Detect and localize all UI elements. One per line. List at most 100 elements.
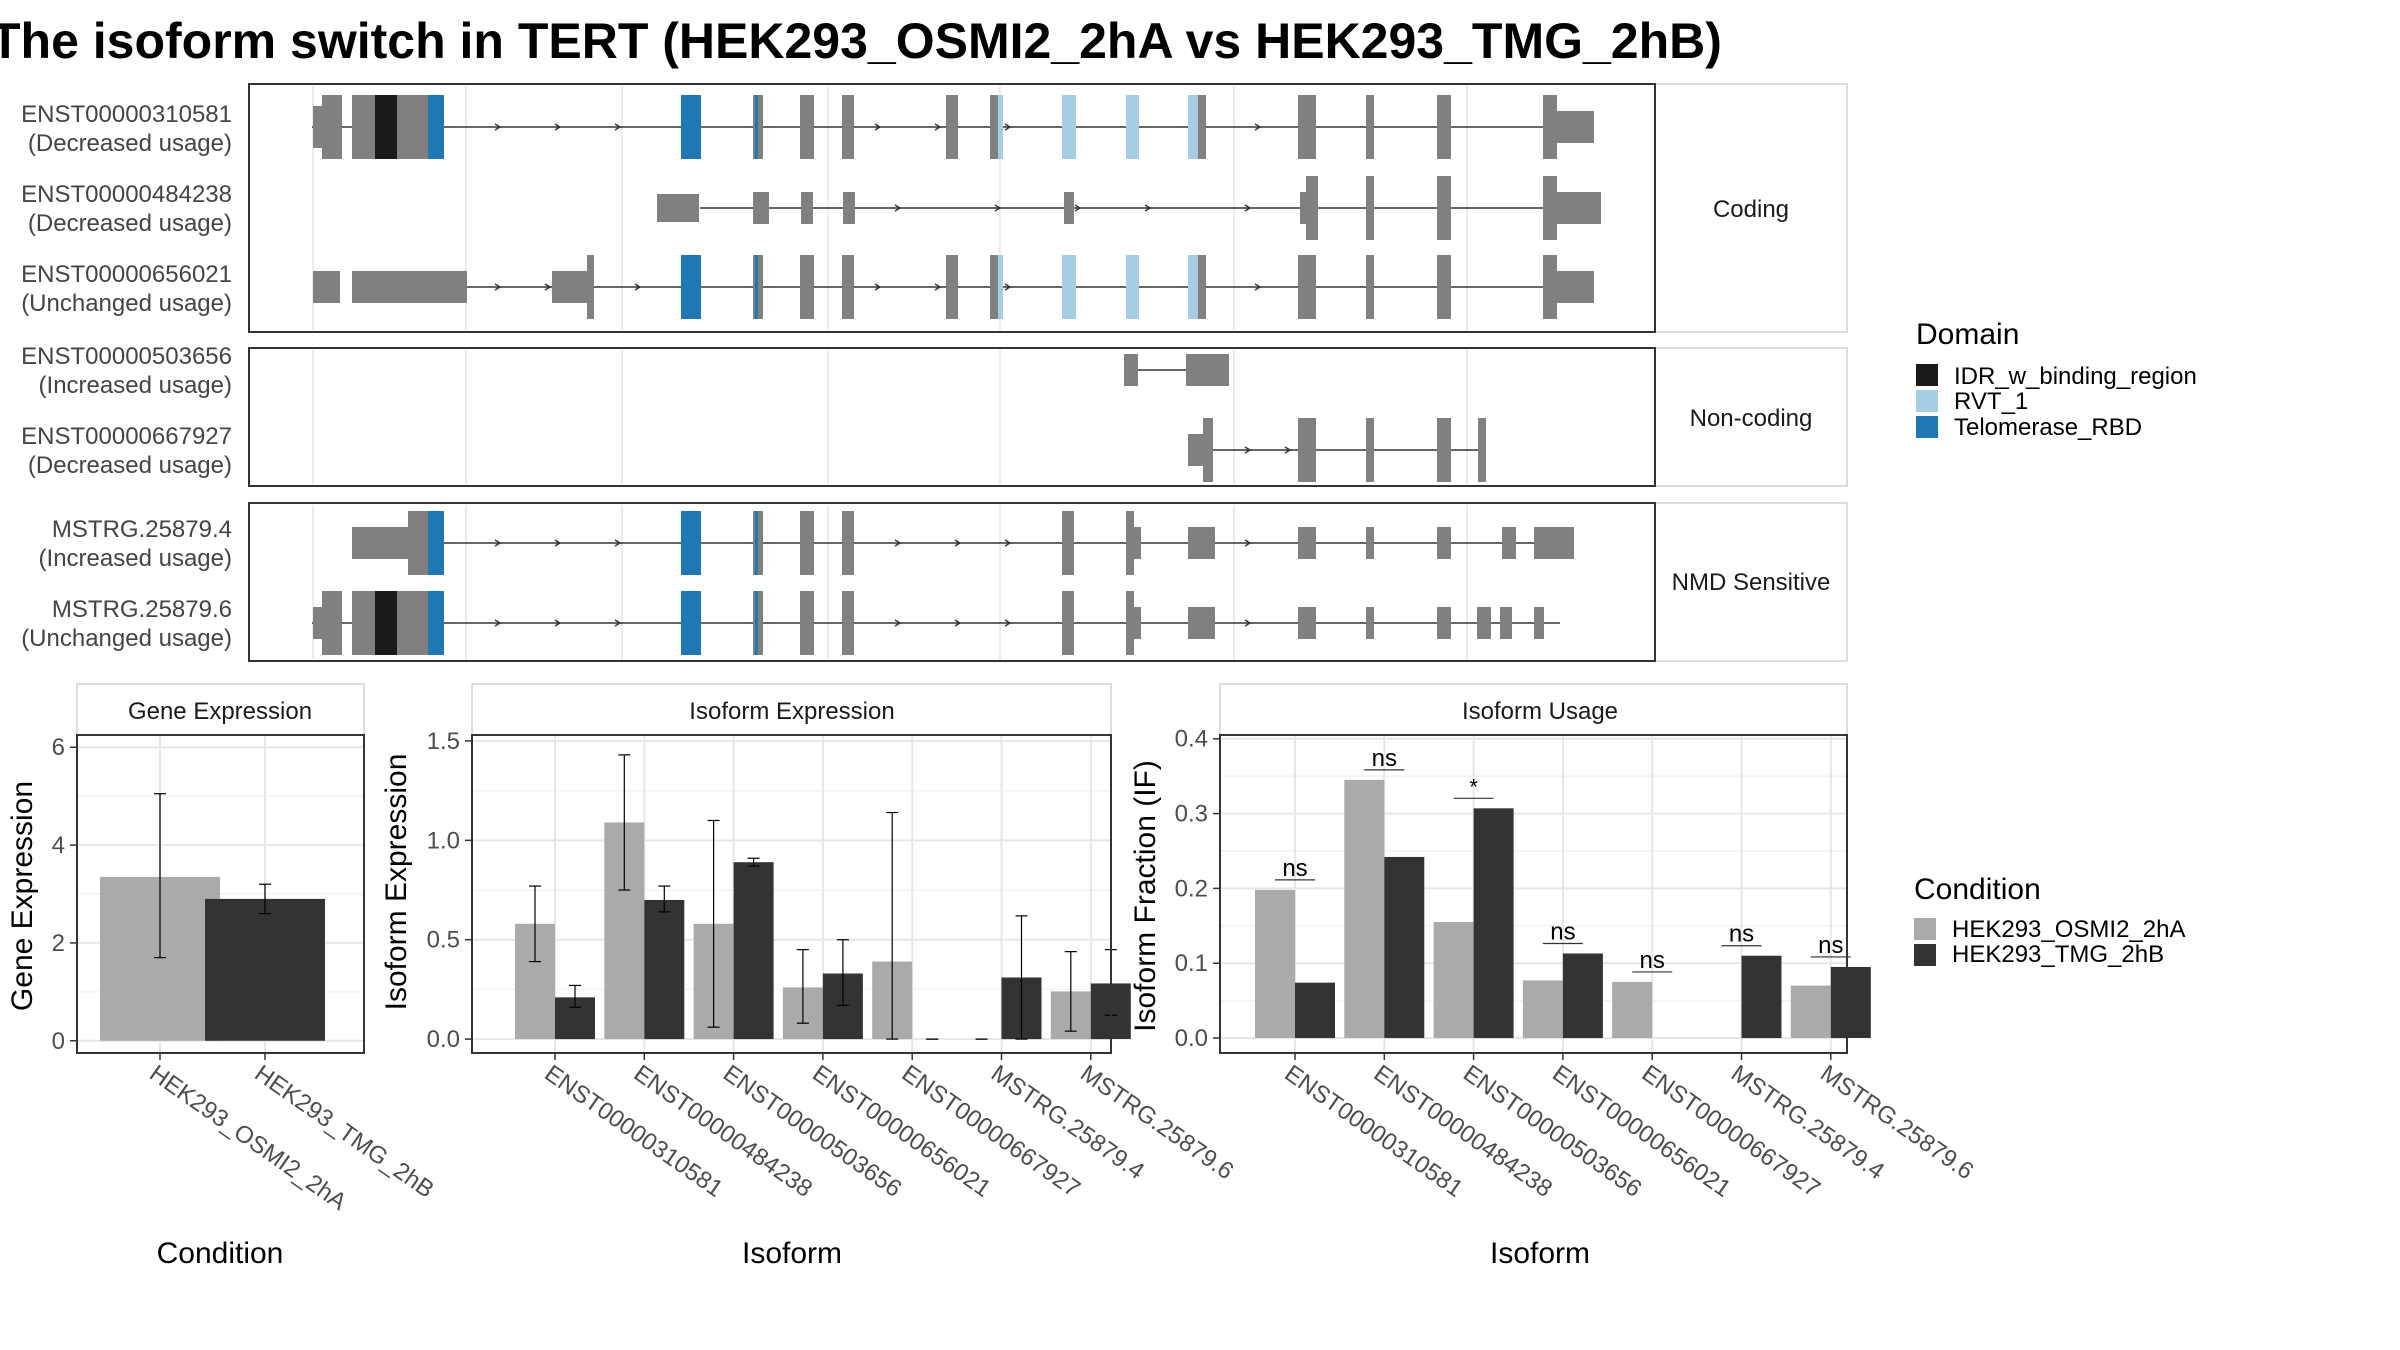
- legend-swatch-cond-b: [1914, 944, 1936, 966]
- exon-block: [842, 591, 854, 655]
- bar: [205, 898, 325, 1041]
- exon-block: [397, 95, 428, 159]
- significance-label: ns: [1282, 855, 1307, 882]
- exon-block: [1366, 255, 1374, 319]
- exon-block: [1062, 511, 1074, 575]
- exon-block: [1437, 255, 1451, 319]
- y-tick-label: 0.3: [1175, 801, 1208, 828]
- exon-block: [352, 591, 376, 655]
- strand-arrow: [894, 204, 902, 212]
- strand-arrow: [494, 283, 502, 291]
- bar: [1830, 966, 1871, 1039]
- transcript-usage-label: (Unchanged usage): [21, 625, 232, 652]
- y-tick-label: 0.2: [1175, 875, 1208, 902]
- transcript-usage-label: (Unchanged usage): [21, 290, 232, 317]
- strand-arrow: [954, 619, 962, 627]
- condition-legend-title: Condition: [1914, 873, 2041, 906]
- exon-block: [1188, 607, 1215, 639]
- domain-legend: Domain IDR_w_binding_region RVT_1 Telome…: [1916, 318, 2197, 441]
- legend-label-idr: IDR_w_binding_region: [1954, 363, 2197, 390]
- exon-block: [1298, 95, 1316, 159]
- exon-block: [843, 192, 855, 224]
- strand-arrow: [554, 619, 562, 627]
- y-tick-label: 0.4: [1175, 726, 1208, 753]
- legend-swatch-rbd: [1916, 416, 1938, 438]
- exon-block: [1188, 95, 1198, 159]
- y-tick-label: 0.0: [1175, 1025, 1208, 1052]
- exon-block: [946, 95, 958, 159]
- group-label-coding: Coding: [1713, 196, 1789, 223]
- bar: [1344, 779, 1385, 1039]
- exon-block: [842, 95, 854, 159]
- exon-block: [1062, 255, 1076, 319]
- x-tick-label: MSTRG.25879.6: [1815, 1060, 1978, 1185]
- bar: [1384, 856, 1425, 1039]
- strand-arrow: [934, 123, 942, 131]
- strand-arrow: [1004, 539, 1012, 547]
- exon-block: [313, 607, 323, 639]
- exon-block: [1366, 95, 1374, 159]
- transcript-id-label: ENST00000310581: [21, 101, 232, 128]
- bar: [1473, 808, 1514, 1039]
- exon-block: [1543, 255, 1557, 319]
- strand-arrow: [614, 123, 622, 131]
- y-tick-label: 1.5: [427, 728, 460, 755]
- exon-block: [428, 95, 444, 159]
- y-tick-label: 0: [52, 1028, 65, 1055]
- legend-swatch-cond-a: [1914, 918, 1936, 940]
- transcript-usage-label: (Decreased usage): [28, 452, 232, 479]
- exon-block: [1124, 354, 1138, 386]
- exon-block: [681, 591, 701, 655]
- strand-arrow: [1244, 539, 1252, 547]
- bar: [1612, 981, 1653, 1039]
- group-label-nmd: NMD Sensitive: [1672, 569, 1831, 596]
- exon-block: [1062, 591, 1074, 655]
- group-strip-non-coding: [1654, 347, 1848, 487]
- exon-block: [1126, 511, 1134, 575]
- exon-block: [1188, 255, 1198, 319]
- y-tick-label: 6: [52, 734, 65, 761]
- significance-label: ns: [1729, 921, 1754, 948]
- exon-block: [352, 527, 410, 559]
- strand-arrow: [874, 123, 882, 131]
- strand-arrow: [1244, 204, 1252, 212]
- strand-arrow: [554, 123, 562, 131]
- exon-block: [1298, 527, 1316, 559]
- chart-title: Isoform Expression: [689, 698, 894, 725]
- transcript-id-label: ENST00000484238: [21, 181, 232, 208]
- exon-block: [1437, 95, 1451, 159]
- exon-block: [753, 192, 769, 224]
- x-axis-title: Isoform: [1490, 1237, 1590, 1270]
- exon-block: [681, 95, 701, 159]
- transcript-usage-label: (Increased usage): [39, 545, 232, 572]
- exon-block: [313, 106, 323, 148]
- significance-label: ns: [1372, 745, 1397, 772]
- exon-block: [1062, 95, 1076, 159]
- group-strip-nmd: [1654, 502, 1848, 662]
- exon-block: [552, 271, 588, 303]
- exon-block: [1366, 527, 1374, 559]
- bar: [1295, 982, 1335, 1039]
- y-axis-title: Gene Expression: [6, 781, 39, 1011]
- exon-block: [755, 591, 758, 655]
- exon-block: [1133, 607, 1141, 639]
- plot-border: [76, 734, 365, 1054]
- significance-label: ns: [1640, 947, 1665, 974]
- exon-block: [1437, 607, 1451, 639]
- strand-arrow: [1254, 123, 1262, 131]
- exon-block: [1478, 418, 1486, 482]
- isoform-structure-panel: Coding ENST00000310581 (Decreased usage)…: [21, 83, 1848, 662]
- plot-border: [1219, 734, 1848, 1054]
- transcript-usage-label: (Decreased usage): [28, 130, 232, 157]
- exon-block: [1133, 527, 1141, 559]
- exon-block: [842, 255, 854, 319]
- structure-exons-non-coding: [1124, 354, 1486, 482]
- exon-block: [1543, 176, 1557, 240]
- chart-title: Isoform Usage: [1462, 698, 1618, 725]
- exon-block: [681, 255, 701, 319]
- exon-block: [352, 95, 376, 159]
- transcript-id-label: ENST00000656021: [21, 261, 232, 288]
- x-tick-label: HEK293_TMG_2hB: [250, 1060, 439, 1204]
- group-coding: Coding ENST00000310581 (Decreased usage)…: [21, 83, 1848, 333]
